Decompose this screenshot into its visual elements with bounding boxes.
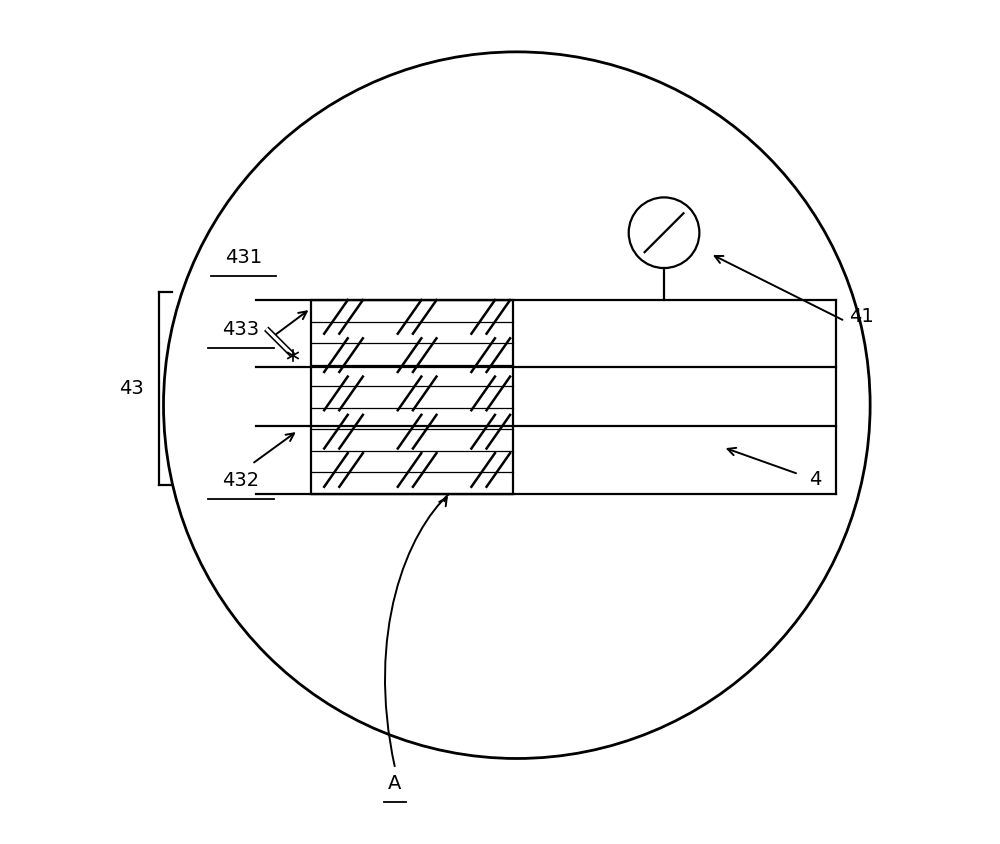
- Text: 41: 41: [849, 307, 874, 327]
- Text: 433: 433: [222, 320, 259, 339]
- Text: 4: 4: [809, 470, 822, 489]
- Text: A: A: [388, 774, 402, 793]
- Text: 43: 43: [119, 379, 144, 398]
- Text: 431: 431: [225, 248, 262, 268]
- Bar: [311, 300, 513, 494]
- Text: 432: 432: [222, 472, 259, 490]
